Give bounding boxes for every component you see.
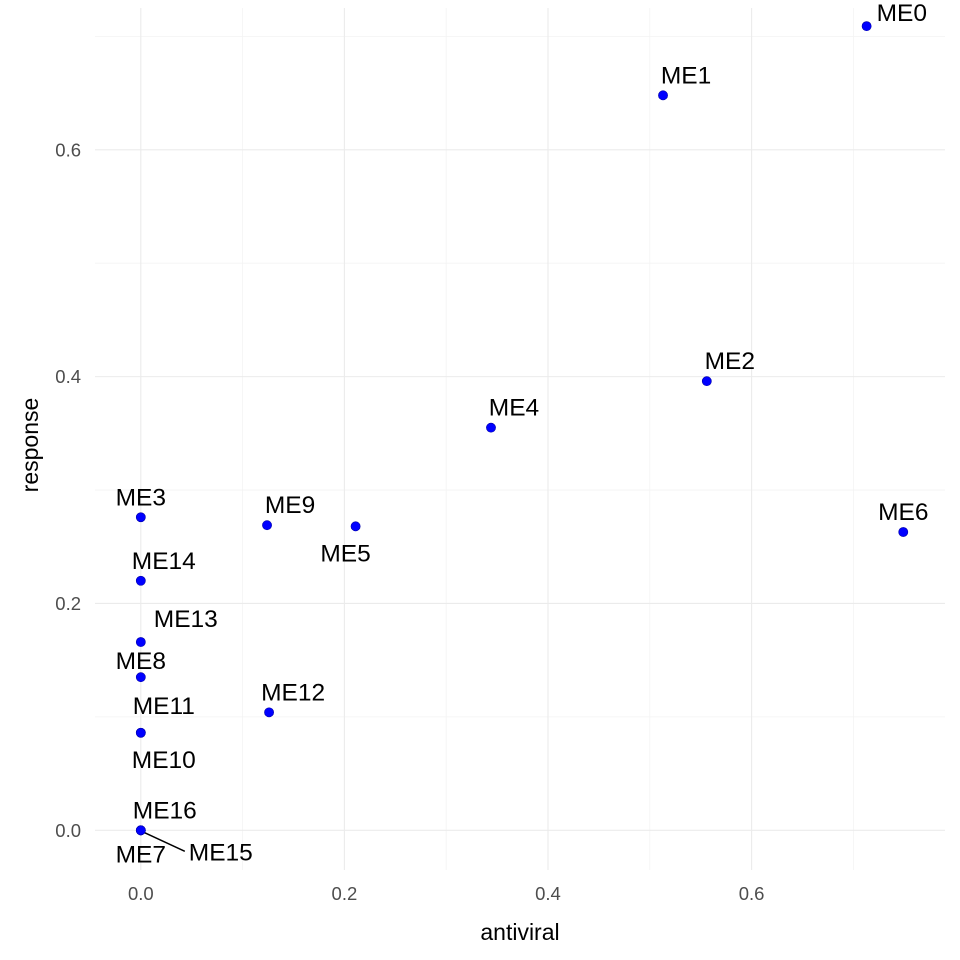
point-label: ME13 <box>154 606 218 633</box>
point-label: ME16 <box>133 797 197 824</box>
y-tick-label: 0.0 <box>55 820 81 841</box>
x-axis-title: antiviral <box>480 919 559 945</box>
y-tick-label: 0.6 <box>55 139 81 160</box>
data-point <box>486 422 496 433</box>
point-label: ME0 <box>877 0 927 27</box>
data-point <box>898 527 909 537</box>
data-point <box>861 21 872 32</box>
data-points <box>135 21 909 836</box>
y-tick-label: 0.2 <box>55 593 81 614</box>
data-point <box>262 520 272 531</box>
y-axis-ticks: 0.0 0.2 0.4 0.6 <box>55 139 81 841</box>
x-tick-label: 0.4 <box>535 883 561 904</box>
point-label: ME6 <box>878 499 928 526</box>
point-label: ME12 <box>261 679 325 706</box>
point-label: ME1 <box>661 62 711 89</box>
data-point <box>264 707 274 718</box>
point-label: ME11 <box>133 693 195 720</box>
grid <box>95 8 945 870</box>
point-label: ME5 <box>320 540 370 567</box>
x-tick-label: 0.2 <box>332 883 358 904</box>
point-label: ME3 <box>116 484 166 511</box>
x-tick-label: 0.6 <box>739 883 765 904</box>
label-leader-line <box>143 831 186 852</box>
x-axis-ticks: 0.0 0.2 0.4 0.6 <box>128 883 764 904</box>
data-point <box>135 825 146 836</box>
x-tick-label: 0.0 <box>128 883 154 904</box>
point-label: ME14 <box>132 548 196 575</box>
data-point <box>350 521 361 532</box>
point-label: ME10 <box>132 747 196 774</box>
data-point <box>658 90 668 101</box>
data-point <box>135 727 146 738</box>
data-point <box>701 376 712 387</box>
point-label: ME9 <box>265 492 315 519</box>
y-axis-title: response <box>17 398 43 493</box>
point-label: ME7 <box>116 841 166 868</box>
point-label: ME2 <box>705 348 755 375</box>
point-label: ME4 <box>489 395 539 422</box>
y-tick-label: 0.4 <box>55 366 81 387</box>
point-labels: ME0 ME1 ME2 ME3 ME4 ME5 ME6 ME7 ME8 ME9 ME10 ME11 ME… <box>116 0 929 868</box>
point-label: ME8 <box>116 648 166 675</box>
data-point <box>135 672 146 683</box>
data-point <box>135 637 146 647</box>
point-label: ME15 <box>189 839 253 866</box>
data-point <box>135 575 146 586</box>
label-leader-lines <box>143 831 186 852</box>
data-point <box>135 512 146 523</box>
